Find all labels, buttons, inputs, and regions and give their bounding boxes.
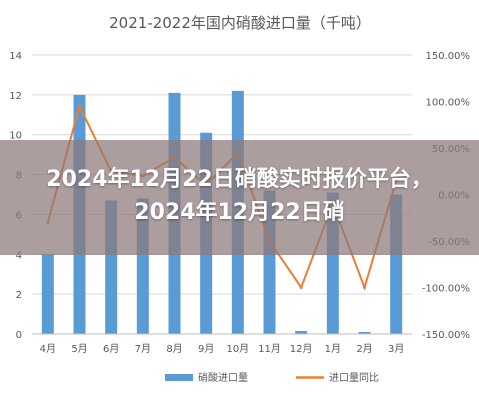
- y-tick-label: 14: [9, 51, 22, 62]
- y2-tick-label: -150.00%: [422, 330, 470, 341]
- y-tick-label: 4: [16, 250, 22, 261]
- x-tick-label: 6月: [103, 343, 119, 355]
- bar: [41, 254, 54, 334]
- bar: [358, 332, 371, 334]
- x-tick-label: 7月: [135, 343, 151, 355]
- line-point: [363, 286, 366, 289]
- line-point: [78, 104, 81, 108]
- banner-text: 2024年12月22日硝酸实时报价平台，2024年12月22日硝: [46, 166, 433, 225]
- legend: 硝酸进口量 进口量同比: [165, 371, 379, 384]
- x-tick-label: 11月: [258, 343, 281, 355]
- x-tick-label: 10月: [226, 343, 249, 355]
- x-axis: 4月 5月 6月 7月 8月 9月 10月 11月 12月 1月 2月 3月: [32, 333, 412, 355]
- legend-swatch-bar: [165, 374, 193, 381]
- x-tick-label: 9月: [198, 343, 214, 355]
- y-tick-label: 12: [9, 91, 22, 102]
- y-tick-label: 10: [9, 131, 22, 142]
- x-tick-label: 2月: [356, 343, 372, 355]
- y2-tick-label: 150.00%: [426, 51, 471, 62]
- x-tick-label: 8月: [166, 343, 182, 355]
- x-tick-label: 5月: [71, 343, 87, 355]
- x-tick-label: 3月: [388, 343, 404, 355]
- y-tick-label: 0: [16, 330, 22, 341]
- x-tick-label: 1月: [325, 343, 341, 355]
- chart-title: 2021-2022年国内硝酸进口量（千吨）: [109, 14, 371, 32]
- y2-tick-label: -100.00%: [422, 284, 470, 295]
- line-point: [299, 286, 303, 289]
- y2-tick-label: 100.00%: [426, 98, 471, 109]
- legend-label-bar: 硝酸进口量: [198, 371, 248, 384]
- legend-label-line: 进口量同比: [329, 372, 379, 384]
- x-tick-label: 4月: [40, 343, 56, 355]
- watermark-banner: 2024年12月22日硝酸实时报价平台，2024年12月22日硝: [0, 140, 479, 255]
- y-tick-label: 2: [16, 290, 22, 301]
- x-tick-label: 12月: [290, 343, 313, 355]
- bar: [295, 331, 308, 334]
